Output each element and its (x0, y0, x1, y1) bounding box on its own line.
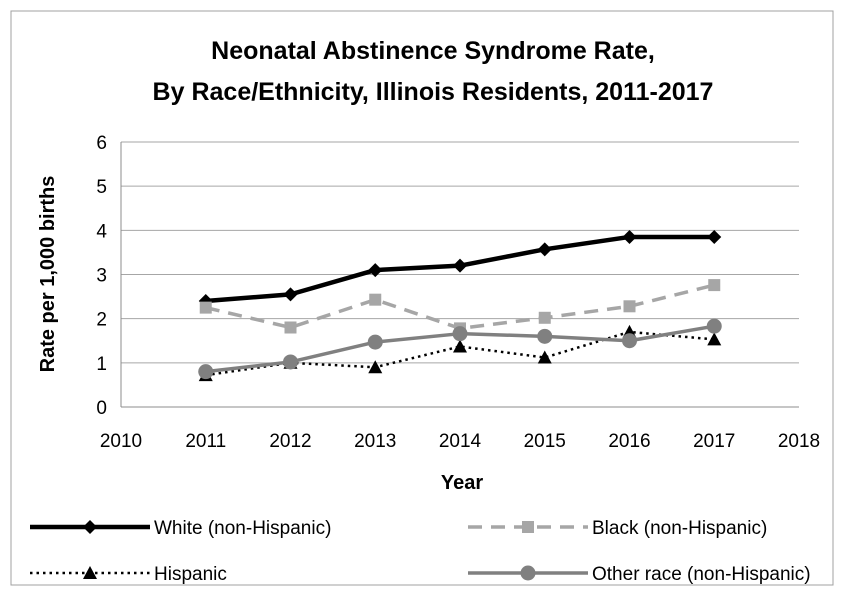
x-tick-label: 2012 (269, 431, 311, 452)
marker-square (284, 321, 297, 334)
tick-labels: 0 1 2 3 4 5 6 2010 2011 2012 2013 2014 2015 2016 2017 2… (96, 133, 820, 452)
x-tick-label: 2010 (100, 431, 142, 452)
chart-frame (10, 10, 834, 586)
series-circle (198, 318, 722, 380)
y-tick-label: 1 (96, 354, 107, 375)
x-tick-label: 2013 (354, 431, 396, 452)
marker-square (199, 301, 212, 314)
marker-circle (367, 334, 383, 350)
x-tick-label: 2015 (524, 431, 566, 452)
marker-triangle (537, 350, 552, 364)
marker-circle (283, 354, 298, 370)
legend-item: Black (non-Hispanic) (468, 518, 767, 539)
axes (120, 142, 799, 408)
y-tick-label: 5 (96, 177, 107, 198)
marker-circle (452, 326, 468, 342)
marker-square (369, 293, 382, 306)
legend-label: Other race (non-Hispanic) (592, 564, 811, 585)
series-lines (198, 229, 722, 382)
y-tick-label: 3 (96, 266, 107, 287)
marker-diamond (707, 229, 722, 244)
marker-diamond (283, 287, 298, 302)
chart-title-line-2: By Race/Ethnicity, Illinois Residents, 2… (153, 78, 714, 106)
marker-circle (198, 364, 214, 380)
legend-item: Hispanic (30, 564, 227, 585)
legend-label: White (non-Hispanic) (154, 518, 331, 539)
y-tick-label: 0 (96, 398, 107, 419)
y-tick-label: 6 (96, 133, 107, 154)
legend-label: Black (non-Hispanic) (592, 518, 767, 539)
y-tick-label: 4 (96, 221, 107, 242)
marker-square (522, 521, 534, 533)
marker-diamond (453, 258, 467, 273)
marker-triangle (707, 332, 722, 346)
x-axis-title: Year (441, 472, 483, 494)
marker-circle (537, 328, 553, 344)
x-tick-label: 2014 (439, 431, 482, 452)
x-tick-label: 2018 (778, 431, 820, 452)
marker-circle (706, 318, 722, 334)
legend: White (non-Hispanic) Black (non-Hispanic)… (30, 518, 811, 585)
y-tick-label: 2 (96, 310, 107, 331)
marker-triangle (368, 360, 383, 374)
gridlines (121, 141, 799, 364)
chart-title-line-1: Neonatal Abstinence Syndrome Rate, (211, 37, 655, 65)
y-axis-title: Rate per 1,000 births (37, 176, 59, 373)
marker-diamond (622, 229, 637, 244)
marker-diamond (537, 242, 552, 257)
x-tick-label: 2011 (185, 431, 226, 452)
marker-square (623, 300, 636, 313)
marker-circle (520, 565, 536, 581)
marker-diamond (368, 263, 383, 278)
x-tick-label: 2016 (608, 431, 650, 452)
legend-item: Other race (non-Hispanic) (468, 564, 811, 585)
series-diamond (198, 229, 722, 308)
marker-triangle (453, 339, 467, 353)
marker-diamond (83, 520, 97, 534)
legend-label: Hispanic (154, 564, 227, 585)
legend-item: White (non-Hispanic) (30, 518, 331, 539)
marker-square (708, 279, 721, 292)
marker-triangle (83, 566, 97, 579)
marker-circle (622, 333, 637, 349)
marker-square (538, 311, 551, 324)
x-tick-label: 2017 (693, 431, 735, 452)
